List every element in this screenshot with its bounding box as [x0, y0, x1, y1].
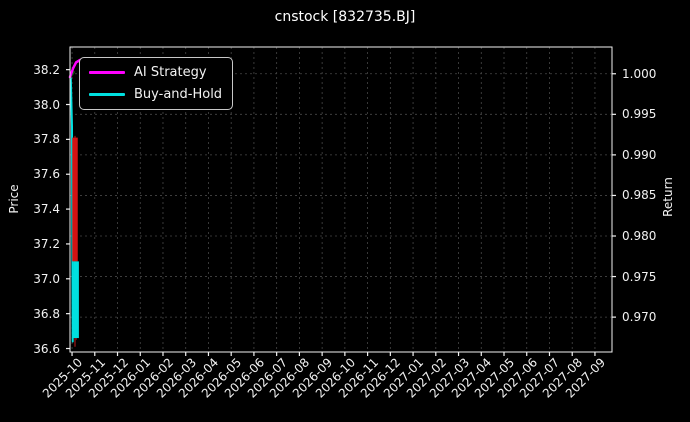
price-tick-label: 37.0: [33, 271, 60, 286]
candle-body: [72, 137, 78, 262]
price-tick-label: 37.6: [33, 167, 60, 182]
return-tick-label: 1.000: [622, 66, 657, 81]
price-tick-label: 38.0: [33, 97, 60, 112]
return-tick-label: 0.985: [622, 188, 657, 203]
buy-and-hold-line-swatch: [89, 93, 125, 96]
tick-marks: [66, 69, 616, 356]
price-tick-label: 36.6: [33, 341, 60, 356]
return-tick-label: 0.980: [622, 229, 657, 243]
series-line-ai-strategy: [68, 58, 82, 79]
legend-label-buy-and-hold: Buy-and-Hold: [134, 87, 223, 102]
ai-strategy-line-swatch: [89, 71, 125, 74]
legend-item-ai-strategy: AI Strategy: [89, 65, 222, 80]
price-tick-label: 37.8: [33, 132, 60, 147]
chart-title: cnstock [832735.BJ]: [274, 9, 416, 25]
plot-border: [69, 46, 613, 353]
price-tick-label: 38.2: [33, 62, 60, 77]
candlesticks: [72, 135, 79, 347]
candle-body: [73, 261, 79, 339]
foreground-series-lines: [68, 58, 82, 79]
legend: AI Strategy Buy-and-Hold: [79, 57, 234, 110]
series-line-buy-and-hold: [69, 72, 74, 343]
legend-label-ai-strategy: AI Strategy: [134, 65, 207, 80]
grid-lines: [70, 47, 612, 352]
price-tick-label: 37.2: [33, 236, 60, 251]
price-tick-label: 36.8: [33, 306, 60, 321]
return-tick-label: 0.990: [622, 147, 657, 162]
return-tick-label: 0.995: [622, 107, 657, 122]
return-tick-label: 0.975: [622, 269, 657, 284]
return-tick-label: 0.970: [622, 310, 657, 325]
price-tick-label: 37.4: [33, 202, 60, 217]
legend-item-buy-and-hold: Buy-and-Hold: [89, 87, 222, 102]
